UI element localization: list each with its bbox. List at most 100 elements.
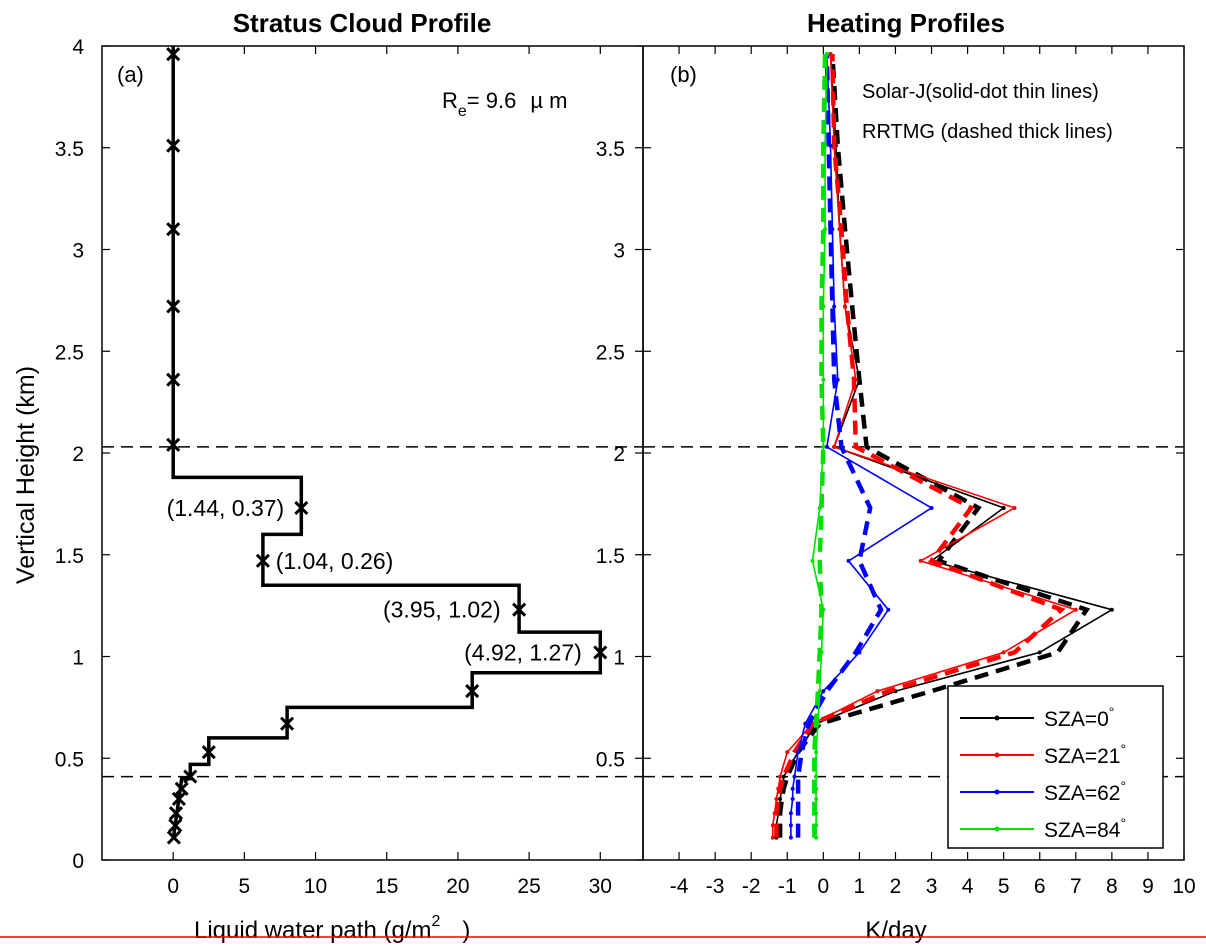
x-marker-stroke: [171, 791, 186, 807]
x-marker: [166, 222, 181, 237]
legend-swatch-dot: [994, 715, 1000, 721]
x-tick-label: 7: [1070, 875, 1082, 898]
x-tick-label: 25: [517, 875, 540, 898]
x-marker: [171, 791, 186, 807]
x-tick-label: 20: [446, 875, 469, 898]
heating-point-sza-62: [803, 721, 808, 726]
legend-swatch-dot: [994, 789, 1000, 795]
x-marker-stroke: [166, 299, 181, 314]
heating-point-sza-0: [778, 796, 783, 801]
x-marker: [294, 500, 309, 516]
x-marker: [166, 299, 181, 314]
x-axis-label-a: Liquid water path (g/m2): [194, 913, 470, 944]
heating-point-sza-21: [770, 823, 775, 828]
x-marker: [166, 372, 181, 387]
panel-a-series: [171, 46, 603, 840]
heating-point-sza-62: [788, 835, 793, 840]
heating-point-sza-21: [1001, 650, 1006, 655]
heating-point-sza-62: [796, 750, 801, 755]
panel-a-markers: [166, 47, 608, 845]
heating-point-sza-62: [792, 774, 797, 779]
heating-line-rrtmg-sza-21: [774, 54, 1066, 838]
panel-a-title: Stratus Cloud Profile: [233, 8, 492, 38]
x-marker-stroke: [166, 830, 181, 845]
legend-label: SZA=0: [1044, 708, 1109, 731]
heating-point-sza-62: [835, 377, 840, 382]
x-tick-label: -2: [742, 875, 761, 898]
heating-point-sza-62: [832, 304, 837, 309]
heating-point-sza-62: [790, 786, 795, 791]
heating-point-sza-21: [1012, 505, 1017, 510]
panel-a-reference-lines: [102, 446, 643, 778]
x-tick-label: 5: [239, 875, 251, 898]
x-marker: [512, 602, 527, 617]
x-marker-stroke: [280, 716, 295, 731]
x-marker-stroke: [166, 138, 181, 153]
x-tick-label: 15: [375, 875, 398, 898]
y-axis-label: Vertical Height (km): [12, 366, 40, 584]
x-tick-label: 30: [589, 875, 612, 898]
heating-point-sza-21: [875, 689, 880, 694]
legend-degree: °: [1120, 741, 1126, 757]
x-marker-stroke: [168, 806, 184, 821]
x-marker-stroke: [201, 745, 216, 760]
y-tick-label: 3: [72, 240, 84, 263]
x-marker: [166, 47, 181, 62]
panel-b-title: Heating Profiles: [807, 8, 1005, 38]
y-tick-label: 1: [613, 647, 625, 670]
x-tick-label: 0: [817, 875, 829, 898]
panel-a-label: (a): [117, 62, 144, 87]
heating-point-sza-62: [824, 444, 829, 449]
heating-point-sza-62: [788, 811, 793, 816]
heating-point-sza-21: [778, 774, 783, 779]
x-marker-stroke: [255, 553, 270, 568]
legend-label: SZA=84: [1044, 819, 1121, 842]
x-marker: [183, 769, 198, 784]
x-marker-stroke: [183, 769, 198, 784]
x-marker-stroke: [166, 222, 181, 237]
heating-line-rrtmg-sza-62: [795, 54, 884, 838]
x-marker: [280, 716, 295, 731]
x-tick-label: 9: [1142, 875, 1154, 898]
heating-point-sza-21: [832, 444, 837, 449]
legend-swatch-dot: [994, 826, 1000, 832]
x-tick-label: 2: [890, 875, 902, 898]
y-tick-label: 1: [72, 647, 84, 670]
x-tick-label: 3: [926, 875, 938, 898]
y-tick-label: 2.5: [55, 341, 84, 364]
legend-box: [947, 685, 1164, 849]
x-tick-label: 5: [998, 875, 1010, 898]
x-marker: [168, 806, 184, 821]
legend: SZA=0°SZA=21°SZA=62°SZA=84°: [947, 685, 1164, 849]
x-marker-stroke: [593, 645, 608, 660]
x-tick-label: -1: [778, 875, 797, 898]
heating-point-sza-62: [929, 505, 934, 510]
heating-point-sza-0: [1037, 650, 1042, 655]
y-tick-label: 0.5: [55, 748, 84, 771]
heating-point-sza-84: [821, 377, 826, 382]
heating-point-sza-0: [781, 774, 786, 779]
heating-point-sza-62: [788, 823, 793, 828]
x-tick-label: 8: [1106, 875, 1118, 898]
x-marker: [201, 745, 216, 760]
y-tick-label: 0: [72, 850, 84, 873]
heating-point-sza-21: [1073, 607, 1078, 612]
panel-a: Stratus Cloud Profile Vertical Height (k…: [12, 8, 644, 944]
panel-b-ticks: -4 -3 -2 -1 0 1 2 3 4 5 6 7 8 9 10 0.5 1 1.5 2 2.5 3 3.5: [596, 46, 1196, 898]
y-tick-label: 1.5: [596, 545, 625, 568]
y-tick-label: 2: [72, 443, 84, 466]
y-tick-label: 3.5: [596, 138, 625, 161]
heating-point-sza-84: [821, 444, 826, 449]
x-marker-stroke: [174, 781, 189, 796]
data-annotation: (3.95, 1.02): [383, 597, 501, 623]
data-annotation: (1.44, 0.37): [167, 495, 285, 521]
x-marker-stroke: [166, 372, 181, 387]
x-tick-label: -3: [706, 875, 725, 898]
x-marker-stroke: [294, 500, 309, 516]
legend-degree: °: [1120, 778, 1126, 794]
note-solar-j: Solar-J(solid-dot thin lines): [862, 81, 1099, 103]
heating-point-sza-0: [1109, 607, 1114, 612]
x-tick-label: 10: [1172, 875, 1195, 898]
heating-point-sza-62: [821, 689, 826, 694]
y-tick-label: 3.5: [55, 138, 84, 161]
